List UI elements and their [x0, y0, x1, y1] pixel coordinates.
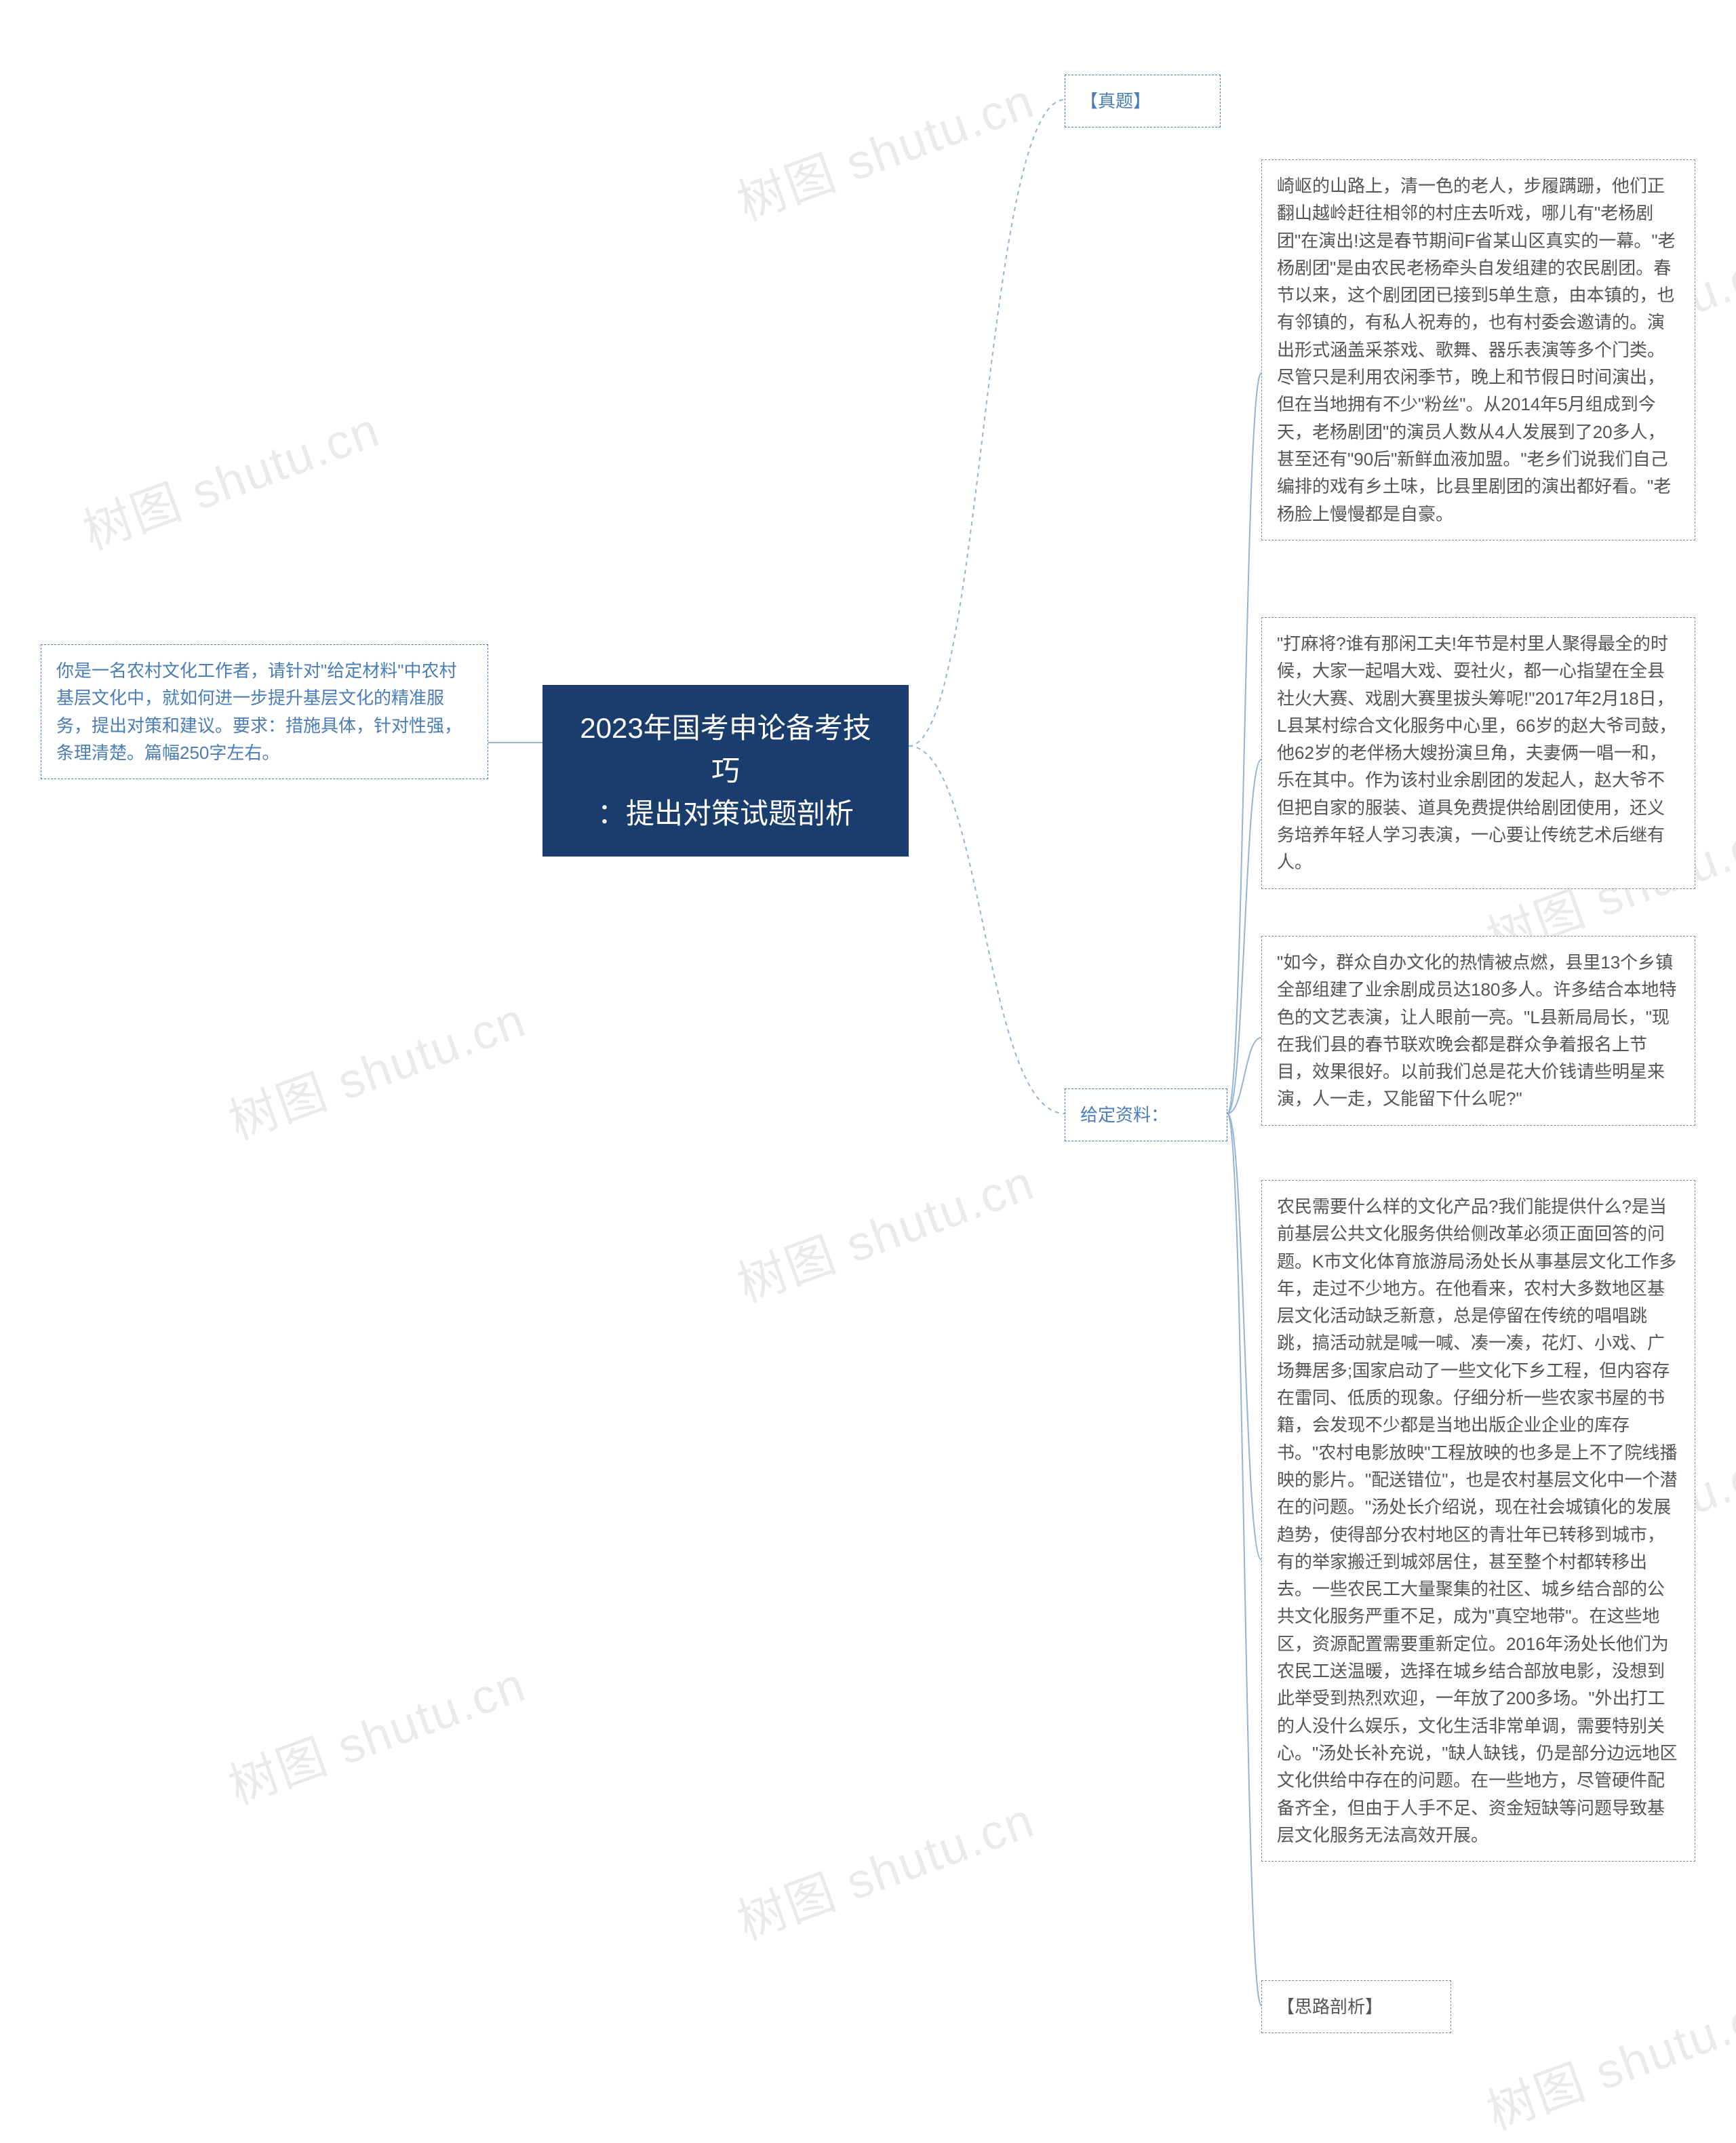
watermark: 树图 shutu.cn: [726, 61, 1042, 234]
leaf-paragraph-3[interactable]: "如今，群众自办文化的热情被点燃，县里13个乡镇全部组建了业余剧成员达180多人…: [1261, 936, 1695, 1126]
leaf-text: "如今，群众自办文化的热情被点燃，县里13个乡镇全部组建了业余剧成员达180多人…: [1277, 952, 1676, 1109]
branch-zhenti[interactable]: 【真题】: [1065, 75, 1221, 127]
branch-zhenti-label: 【真题】: [1080, 91, 1151, 111]
prompt-box[interactable]: 你是一名农村文化工作者，请针对"给定材料"中农村基层文化中，就如何进一步提升基层…: [41, 644, 488, 779]
watermark: 树图 shutu.cn: [72, 390, 388, 563]
root-title-line1: 2023年国考申论备考技巧: [570, 707, 882, 792]
branch-ziliao-label: 给定资料：: [1080, 1105, 1168, 1125]
watermark: 树图 shutu.cn: [218, 1645, 534, 1817]
watermark: 树图 shutu.cn: [1476, 1970, 1736, 2143]
leaf-text: "打麻将?谁有那闲工夫!年节是村里人聚得最全的时候，大家一起唱大戏、耍社火，都一…: [1277, 633, 1676, 872]
leaf-paragraph-1[interactable]: 崎岖的山路上，清一色的老人，步履蹒跚，他们正翻山越岭赶往相邻的村庄去听戏，哪儿有…: [1261, 159, 1695, 540]
watermark: 树图 shutu.cn: [726, 1780, 1042, 1953]
root-node[interactable]: 2023年国考申论备考技巧 ：提出对策试题剖析: [542, 685, 909, 857]
prompt-text: 你是一名农村文化工作者，请针对"给定材料"中农村基层文化中，就如何进一步提升基层…: [56, 661, 462, 763]
leaf-paragraph-2[interactable]: "打麻将?谁有那闲工夫!年节是村里人聚得最全的时候，大家一起唱大戏、耍社火，都一…: [1261, 617, 1695, 889]
leaf-text: 【思路剖析】: [1277, 1997, 1383, 2017]
branch-ziliao[interactable]: 给定资料：: [1065, 1088, 1227, 1141]
root-title-line2: ：提出对策试题剖析: [570, 792, 882, 835]
watermark: 树图 shutu.cn: [218, 980, 534, 1153]
leaf-text: 崎岖的山路上，清一色的老人，步履蹒跚，他们正翻山越岭赶往相邻的村庄去听戏，哪儿有…: [1277, 176, 1676, 524]
leaf-text: 农民需要什么样的文化产品?我们能提供什么?是当前基层公共文化服务供给侧改革必须正…: [1277, 1196, 1677, 1845]
leaf-silupouxi[interactable]: 【思路剖析】: [1261, 1980, 1451, 2033]
leaf-paragraph-4[interactable]: 农民需要什么样的文化产品?我们能提供什么?是当前基层公共文化服务供给侧改革必须正…: [1261, 1180, 1695, 1862]
watermark: 树图 shutu.cn: [726, 1143, 1042, 1316]
